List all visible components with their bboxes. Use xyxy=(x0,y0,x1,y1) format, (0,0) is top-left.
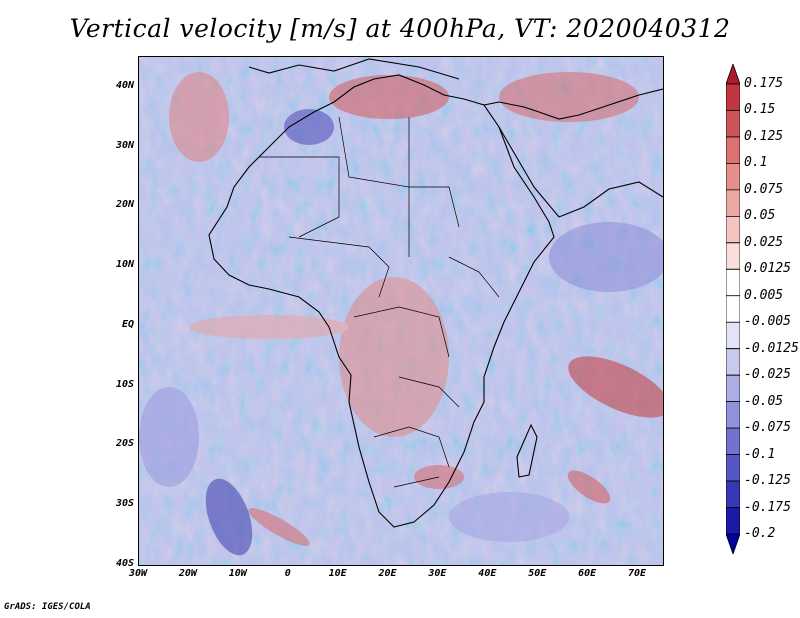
colorbar-segment xyxy=(726,401,740,429)
lat-label: 30S xyxy=(115,498,134,510)
lat-label: EQ xyxy=(121,318,134,330)
colorbar-label: -0.075 xyxy=(744,420,791,436)
descent-regions xyxy=(139,109,663,556)
lon-label: 50E xyxy=(528,568,547,579)
colorbar-segment xyxy=(726,374,740,403)
lat-label: 20N xyxy=(115,199,134,211)
lon-label: 30W xyxy=(128,568,148,579)
colorbar-segment xyxy=(726,295,740,323)
colorbar-segment xyxy=(726,163,740,191)
colorbar-label: -0.125 xyxy=(744,473,791,489)
colorbar-label: 0.05 xyxy=(744,208,776,224)
colorbar-label: -0.0125 xyxy=(744,340,799,356)
colorbar-label: 0.1 xyxy=(744,155,768,171)
lon-label: 10W xyxy=(228,568,247,579)
colorbar-label: 0.075 xyxy=(744,181,784,197)
lon-label: 30E xyxy=(428,568,447,579)
colorbar-label: 0.175 xyxy=(744,76,784,91)
lon-label: 60E xyxy=(578,568,597,579)
colorbar-segment xyxy=(726,136,740,164)
lat-label: 40S xyxy=(115,558,134,569)
colorbar-segment xyxy=(726,427,740,455)
lat-label: 20S xyxy=(115,438,134,450)
colorbar-label: -0.1 xyxy=(744,446,776,462)
colorbar-label: 0.0125 xyxy=(744,261,791,277)
map-title: Vertical velocity [m/s] at 400hPa, VT: 2… xyxy=(69,14,731,43)
colorbar-label: -0.005 xyxy=(744,314,791,330)
lat-label: 40N xyxy=(115,79,134,91)
lon-label: 20W xyxy=(178,568,197,579)
colorbar-segment xyxy=(726,480,740,508)
lon-label: 40E xyxy=(478,568,497,579)
colorbar-segment xyxy=(726,268,740,297)
colorbar-segment xyxy=(726,242,740,270)
colorbar-segment xyxy=(726,83,740,111)
colorbar-label: -0.2 xyxy=(744,526,776,541)
colorbar-label: 0.125 xyxy=(744,128,784,144)
colorbar-segment xyxy=(726,110,740,138)
lon-label: 0 xyxy=(284,568,291,579)
map-panel[interactable] xyxy=(138,56,664,566)
colorbar-segment xyxy=(726,454,740,482)
colorbar-segment xyxy=(726,189,740,217)
colorbar-segment xyxy=(726,507,740,535)
coastlines xyxy=(208,58,663,528)
colorbar-segment xyxy=(726,348,740,376)
colorbar-max-arrow xyxy=(726,64,740,85)
colorbar-label: 0.025 xyxy=(744,234,784,250)
lat-label: 10S xyxy=(115,378,134,390)
colorbar-segment xyxy=(726,215,740,244)
colorbar xyxy=(726,64,740,554)
colorbar-label: -0.05 xyxy=(744,393,784,409)
grads-credit: GrADS: IGES/COLA xyxy=(4,602,91,612)
lon-label: 10E xyxy=(328,568,347,579)
colorbar-segment xyxy=(726,321,740,350)
colorbar-label: 0.15 xyxy=(744,102,776,118)
map-canvas xyxy=(139,57,663,565)
lat-label: 30N xyxy=(115,139,134,151)
lon-label: 70E xyxy=(628,568,647,579)
country-borders xyxy=(259,116,500,488)
colorbar-label: -0.175 xyxy=(744,499,791,515)
lon-label: 20E xyxy=(378,568,397,579)
colorbar-label: 0.005 xyxy=(744,287,784,303)
colorbar-min-arrow xyxy=(726,533,740,554)
colorbar-label: -0.025 xyxy=(744,367,791,383)
lat-label: 10N xyxy=(115,259,134,271)
